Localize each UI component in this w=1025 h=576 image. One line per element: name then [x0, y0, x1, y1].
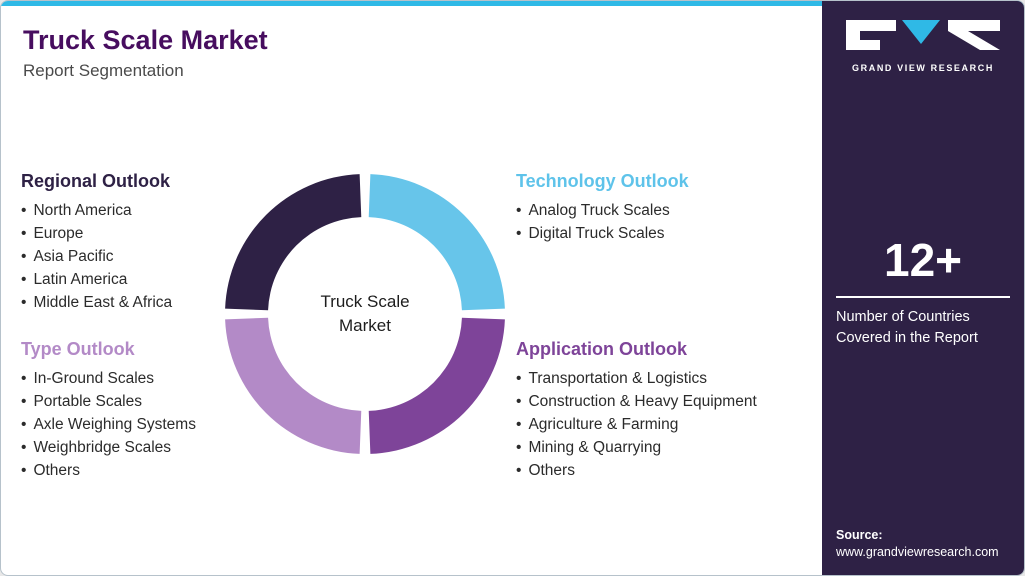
- list-item: Agriculture & Farming: [516, 413, 826, 436]
- list-item: Digital Truck Scales: [516, 222, 796, 245]
- list-item: North America: [21, 199, 266, 222]
- list-item: Weighbridge Scales: [21, 436, 271, 459]
- type-outlook-list: In-Ground Scales Portable Scales Axle We…: [21, 367, 271, 482]
- list-item: In-Ground Scales: [21, 367, 271, 390]
- list-item: Asia Pacific: [21, 245, 266, 268]
- donut-center-line1: Truck Scale: [320, 292, 410, 311]
- donut-center-line2: Market: [339, 316, 391, 335]
- stat-divider: [836, 296, 1010, 298]
- list-item: Mining & Quarrying: [516, 436, 826, 459]
- technology-outlook-heading: Technology Outlook: [516, 171, 689, 191]
- brand-logo: GRAND VIEW RESEARCH: [822, 17, 1024, 73]
- regional-outlook-section: Regional Outlook North America Europe As…: [21, 171, 266, 314]
- list-item: Analog Truck Scales: [516, 199, 796, 222]
- page-title: Truck Scale Market: [23, 25, 268, 55]
- countries-stat-value: 12+: [883, 234, 963, 286]
- page-subtitle: Report Segmentation: [23, 61, 184, 80]
- brand-logo-text: GRAND VIEW RESEARCH: [852, 63, 994, 73]
- list-item: Construction & Heavy Equipment: [516, 390, 826, 413]
- application-outlook-section: Application Outlook Transportation & Log…: [516, 339, 826, 482]
- donut-segment-type: [225, 317, 362, 454]
- type-outlook-heading: Type Outlook: [21, 339, 135, 359]
- top-accent-bar: [1, 1, 1024, 6]
- list-item: Transportation & Logistics: [516, 367, 826, 390]
- list-item: Europe: [21, 222, 266, 245]
- type-outlook-section: Type Outlook In-Ground Scales Portable S…: [21, 339, 271, 482]
- countries-stat-caption: Number of Countries Covered in the Repor…: [836, 309, 978, 346]
- regional-outlook-list: North America Europe Asia Pacific Latin …: [21, 199, 266, 314]
- donut-center-label: Truck Scale Market: [220, 169, 510, 459]
- source-block: Source: www.grandviewresearch.com: [836, 528, 999, 559]
- application-outlook-heading: Application Outlook: [516, 339, 687, 359]
- list-item: Others: [516, 459, 826, 482]
- regional-outlook-heading: Regional Outlook: [21, 171, 171, 191]
- list-item: Axle Weighing Systems: [21, 413, 271, 436]
- list-item: Others: [21, 459, 271, 482]
- application-outlook-list: Transportation & Logistics Construction …: [516, 367, 826, 482]
- gvr-logo-icon: [846, 20, 1000, 50]
- sidebar: GRAND VIEW RESEARCH 12+ Number of Countr…: [822, 1, 1024, 575]
- donut-segment-technology: [368, 174, 505, 311]
- technology-outlook-list: Analog Truck Scales Digital Truck Scales: [516, 199, 796, 245]
- list-item: Latin America: [21, 268, 266, 291]
- technology-outlook-section: Technology Outlook Analog Truck Scales D…: [516, 171, 796, 245]
- source-label: Source:: [836, 528, 883, 542]
- list-item: Middle East & Africa: [21, 291, 266, 314]
- source-url: www.grandviewresearch.com: [836, 545, 999, 559]
- donut-segment-application: [368, 317, 505, 454]
- list-item: Portable Scales: [21, 390, 271, 413]
